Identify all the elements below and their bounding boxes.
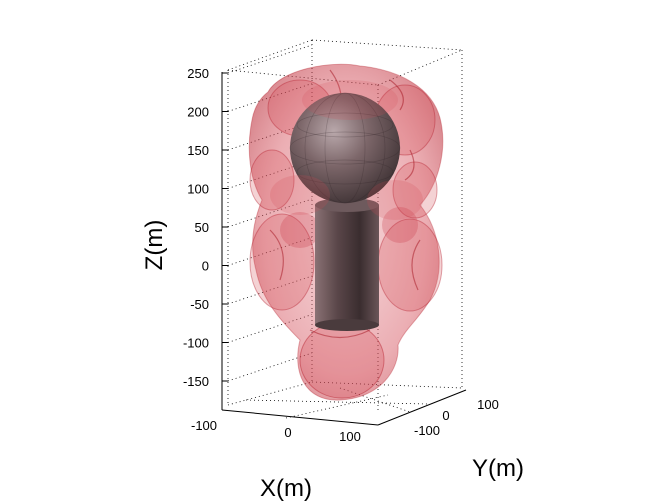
- z-grid-line: [227, 44, 313, 74]
- z-tick-label: -150: [183, 374, 209, 389]
- z-tick-label: 150: [187, 143, 209, 158]
- x-tick-label: -100: [191, 418, 217, 433]
- y-tick-label: 100: [477, 397, 499, 412]
- z-tick-label: -50: [190, 297, 209, 312]
- x-tick-label: 0: [284, 425, 291, 440]
- y-axis-label: Y(m): [472, 455, 524, 482]
- axes-front: [221, 72, 467, 426]
- x-tick-label: 100: [339, 429, 361, 444]
- y-tick-labels: -100 0 100: [414, 397, 499, 438]
- z-axis-label: Z(m): [141, 220, 168, 271]
- z-tick-label: 200: [187, 105, 209, 120]
- z-tick-label: 50: [195, 220, 209, 235]
- sphere-object: [289, 92, 401, 204]
- cylinder-object: [315, 198, 379, 331]
- x-tick-labels: -100 0 100: [191, 418, 361, 444]
- y-tick-label: 0: [442, 408, 449, 423]
- x-axis-label: X(m): [260, 475, 312, 502]
- z-tick-label: 0: [202, 259, 209, 274]
- envelope-front: [270, 80, 423, 220]
- z-grid-line: [227, 352, 313, 382]
- z-tick-label: -100: [183, 336, 209, 351]
- y-tick-label: -100: [414, 423, 440, 438]
- z-tick-label: 100: [187, 182, 209, 197]
- z-tick-label: 250: [187, 66, 209, 81]
- z-tick-labels: 250 200 150 100 50 0 -50 -100 -150: [183, 66, 209, 389]
- z-grid-line: [227, 314, 313, 343]
